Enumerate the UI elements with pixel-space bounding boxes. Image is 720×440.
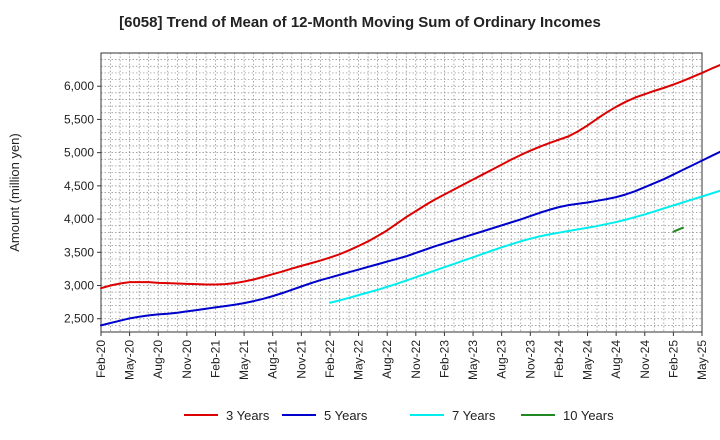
y-tick-label: 5,500 xyxy=(64,112,94,126)
x-tick-label: Nov-21 xyxy=(294,340,308,379)
x-tick-label: Feb-23 xyxy=(437,340,451,378)
series-line-10-years xyxy=(672,226,684,233)
chart-title: [6058] Trend of Mean of 12-Month Moving … xyxy=(119,14,601,31)
x-tick-label: Nov-20 xyxy=(180,340,194,379)
series-lines xyxy=(100,63,720,327)
x-tick-label: Aug-23 xyxy=(495,340,509,379)
x-tick-label: May-22 xyxy=(352,340,366,380)
x-tick-label: Feb-22 xyxy=(323,340,337,378)
x-tick-label: Aug-20 xyxy=(151,340,165,379)
y-tick-label: 2,500 xyxy=(64,312,94,326)
axes: 2,500 3,000 3,500 4,000 4,500 5,000 5,500 6,000… xyxy=(7,52,709,380)
x-tick-label: May-24 xyxy=(581,340,595,380)
gridlines xyxy=(101,53,702,332)
x-tick-label: Aug-24 xyxy=(609,340,623,379)
plot-border xyxy=(100,52,703,333)
x-tick-label: Nov-24 xyxy=(638,340,652,379)
y-tick-label: 6,000 xyxy=(64,79,94,93)
x-tick-label: Nov-22 xyxy=(409,340,423,379)
series-line-7-years xyxy=(328,189,720,304)
x-tick-label: Aug-22 xyxy=(380,340,394,379)
x-tick-label: Feb-25 xyxy=(666,340,680,378)
legend: 3 Years 5 Years 7 Years 10 Years xyxy=(184,408,614,423)
x-tick-label: Feb-24 xyxy=(552,340,566,378)
x-tick-label: Feb-20 xyxy=(94,340,108,378)
series-line-5-years xyxy=(100,150,720,327)
x-tick-label: Nov-23 xyxy=(523,340,537,379)
legend-label: 5 Years xyxy=(324,408,368,423)
x-tick-label: Aug-21 xyxy=(266,340,280,379)
y-tick-label: 3,500 xyxy=(64,245,94,259)
y-tick-label: 3,000 xyxy=(64,279,94,293)
x-tick-label: May-23 xyxy=(466,340,480,380)
series-line-3-years xyxy=(100,63,720,290)
y-tick-label: 5,000 xyxy=(64,146,94,160)
legend-label: 10 Years xyxy=(563,408,614,423)
x-tick-label: Feb-21 xyxy=(208,340,222,378)
legend-label: 7 Years xyxy=(452,408,496,423)
x-tick-label: May-21 xyxy=(237,340,251,380)
y-tick-label: 4,500 xyxy=(64,179,94,193)
y-tick-label: 4,000 xyxy=(64,212,94,226)
x-tick-label: May-20 xyxy=(123,340,137,380)
y-axis-title: Amount (million yen) xyxy=(7,133,22,252)
x-tick-label: May-25 xyxy=(695,340,709,380)
legend-label: 3 Years xyxy=(226,408,270,423)
